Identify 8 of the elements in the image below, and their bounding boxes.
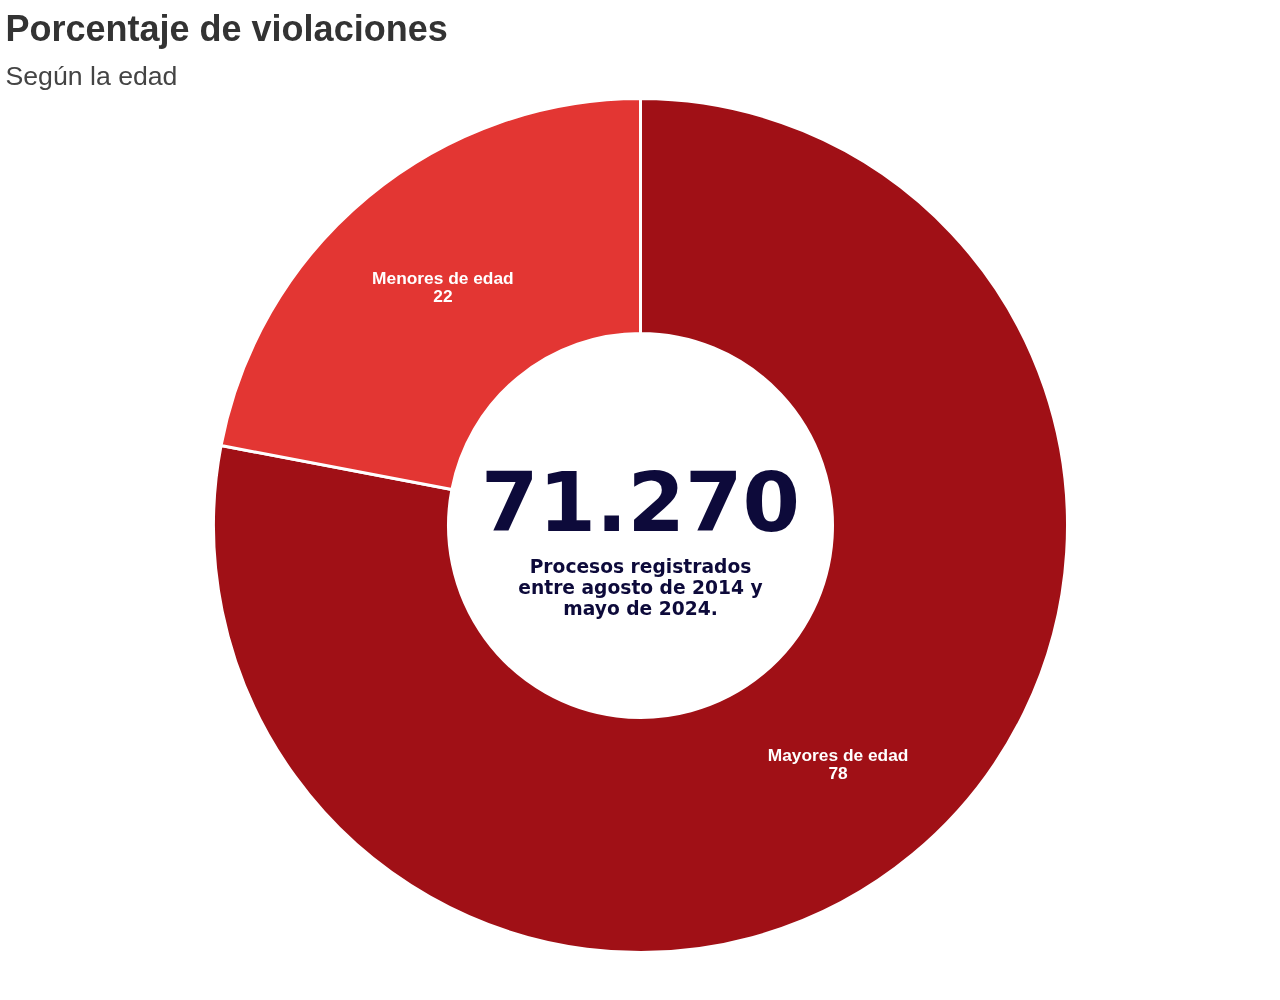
slice-label: Menores de edad — [372, 267, 514, 288]
data-label: 22 — [433, 285, 453, 306]
text: 71.270 — [481, 453, 800, 550]
text: Procesos registrados entre agosto de 2014 y mayo de 2024. — [518, 556, 763, 619]
chart-subtitle: Según la edad — [5, 60, 178, 91]
slice-label: Mayores de edad — [767, 745, 909, 766]
data-label: 78 — [828, 763, 849, 784]
chart-title: Porcentaje de violaciones — [5, 7, 448, 49]
